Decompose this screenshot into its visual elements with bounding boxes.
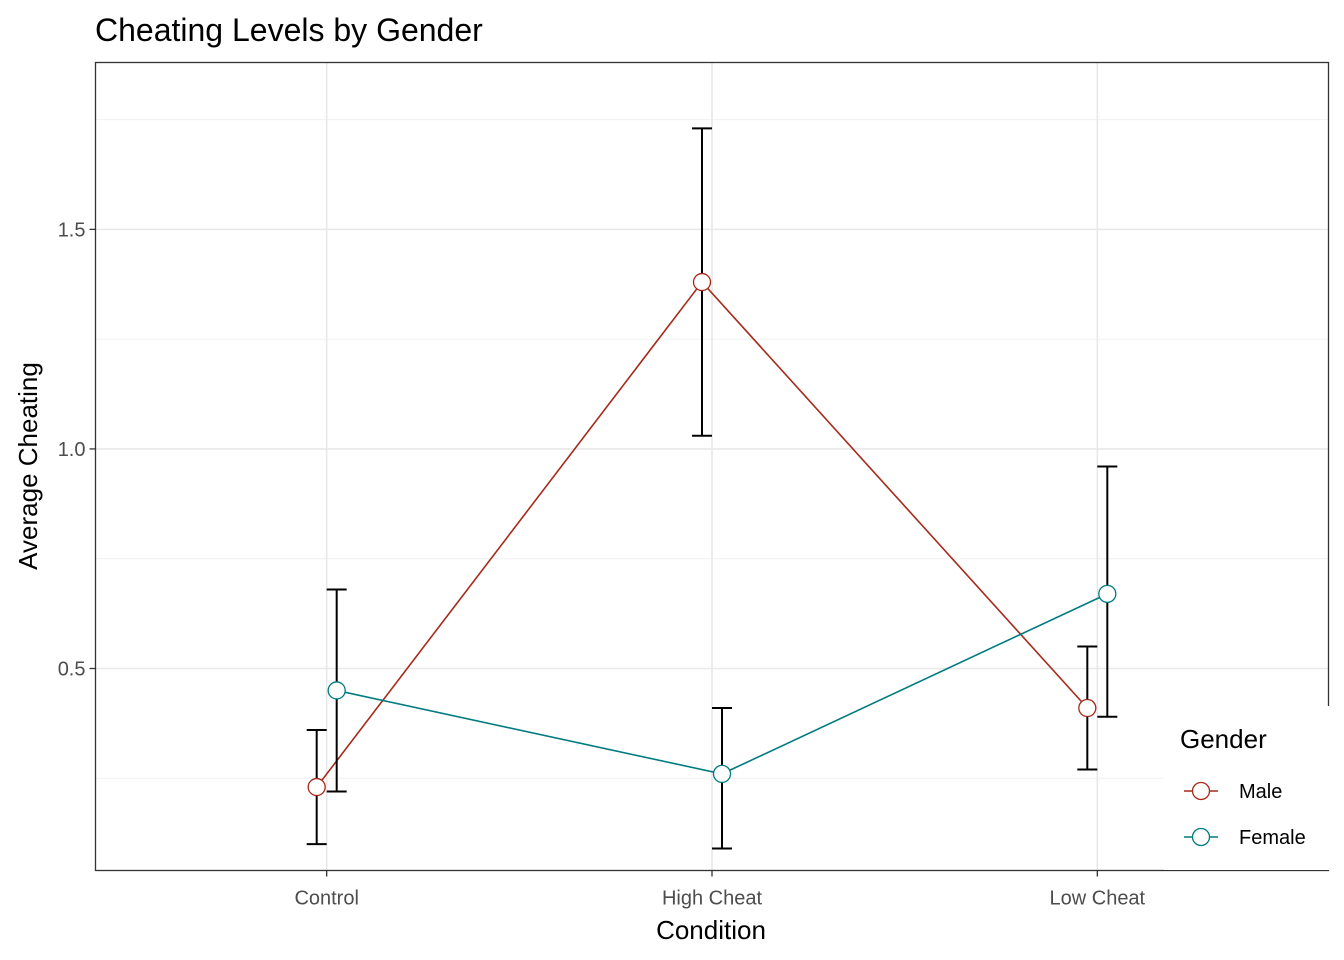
x-tick-label: High Cheat	[662, 888, 763, 910]
point-female	[1098, 584, 1117, 603]
point-female	[712, 764, 732, 784]
point-male	[692, 272, 712, 292]
legend-label-female: Female	[1239, 827, 1306, 849]
legend: Gender Male Female	[1164, 706, 1344, 870]
legend-title: Gender	[1180, 724, 1267, 754]
point-male	[1078, 698, 1097, 718]
legend-label-male: Male	[1239, 781, 1282, 803]
y-axis-title: Average Cheating	[13, 362, 43, 570]
y-tick-label: 0.5	[58, 659, 86, 681]
legend-key-point-male	[1191, 781, 1211, 801]
y-tick-label: 1.0	[58, 439, 86, 461]
axis-ticks: 0.5 1.0 1.5 Control High Cheat Low Cheat	[58, 219, 1146, 909]
point-female	[327, 681, 346, 700]
point-male	[307, 777, 326, 797]
data-points	[307, 272, 1117, 797]
x-tick-label: Low Cheat	[1050, 888, 1146, 910]
legend-key-point-female	[1191, 827, 1211, 847]
chart-title: Cheating Levels by Gender	[95, 12, 483, 48]
y-tick-label: 1.5	[58, 219, 86, 241]
x-tick-label: Control	[294, 888, 358, 910]
x-axis-title: Condition	[656, 915, 766, 945]
